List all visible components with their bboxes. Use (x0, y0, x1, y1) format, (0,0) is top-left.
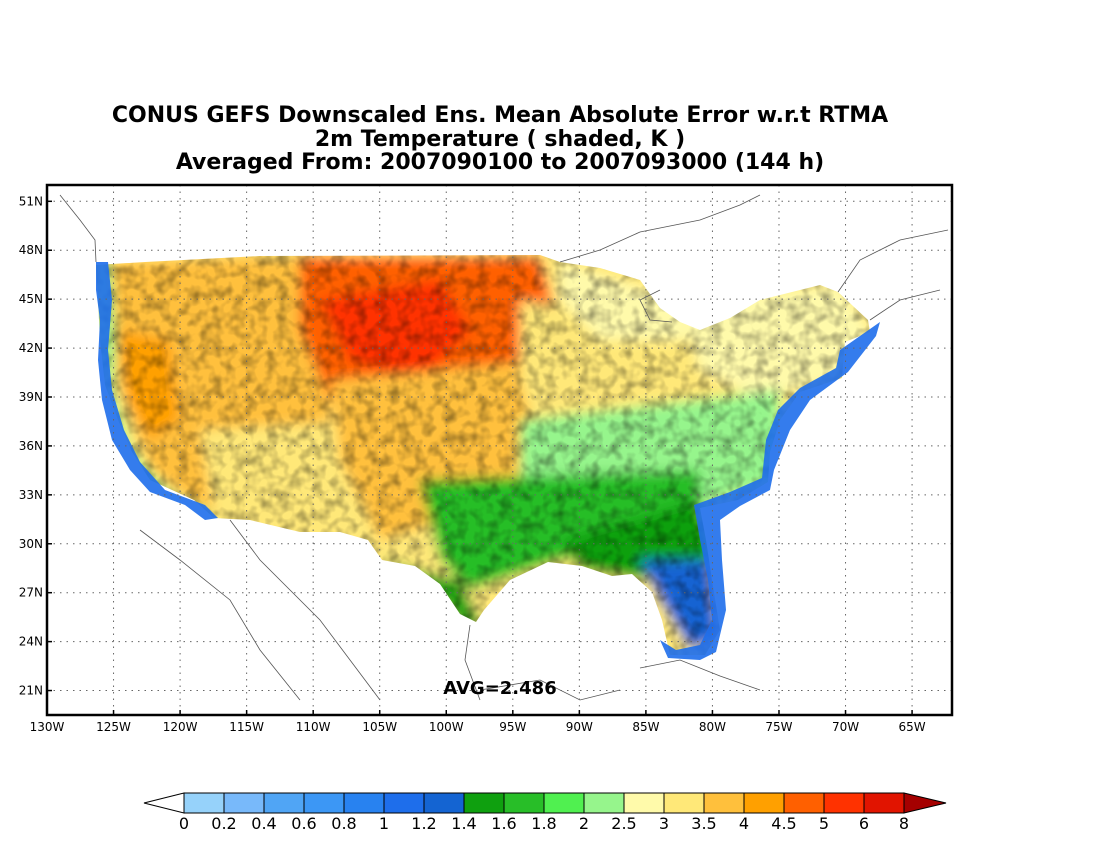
lat-tick-label: 21N (19, 684, 43, 698)
colorbar-box (503, 792, 545, 814)
lon-tick-label: 65W (899, 720, 926, 734)
lon-tick-label: 95W (499, 720, 526, 734)
colorbar-label: 0.6 (291, 814, 316, 833)
colorbar-label: 1.6 (491, 814, 516, 833)
lat-tick-label: 24N (19, 635, 43, 649)
graticule (47, 185, 952, 715)
colorbar-label: 1 (379, 814, 389, 833)
colorbar-over-arrow (903, 792, 947, 814)
colorbar-label: 0.2 (211, 814, 236, 833)
colorbar-box (703, 792, 745, 814)
colorbar-label: 0.4 (251, 814, 276, 833)
map-title-line2: 2m Temperature ( shaded, K ) (314, 127, 686, 152)
lon-tick-label: 70W (832, 720, 859, 734)
colorbar-box (783, 792, 825, 814)
lat-tick-label: 45N (19, 292, 43, 306)
lat-tick-label: 30N (19, 537, 43, 551)
colorbar-box (743, 792, 785, 814)
latitude-labels: 51N 48N 45N 42N 39N 36N 33N 30N 27N 24N 21N (19, 194, 52, 698)
colorbar-label: 2 (579, 814, 589, 833)
colorbar-label: 5 (819, 814, 829, 833)
colorbar-box (303, 792, 345, 814)
colorbar-box (423, 792, 465, 814)
lat-tick-label: 48N (19, 243, 43, 257)
colorbar-label: 2.5 (611, 814, 636, 833)
colorbar-label: 1.4 (451, 814, 476, 833)
lon-tick-label: 75W (765, 720, 792, 734)
lon-tick-label: 120W (163, 720, 198, 734)
colorbar-box (263, 792, 305, 814)
lon-tick-label: 125W (96, 720, 131, 734)
colorbar-label: 0.8 (331, 814, 356, 833)
lon-tick-label: 85W (632, 720, 659, 734)
colorbar-under-arrow (143, 792, 185, 814)
lat-tick-label: 27N (19, 586, 43, 600)
conus-shading (96, 255, 870, 655)
longitude-labels: 130W 125W 120W 115W 110W 105W 100W 95W 90W 85W 80W… (30, 710, 926, 734)
map-frame (45, 183, 954, 717)
lon-tick-label: 130W (30, 720, 65, 734)
lon-tick-label: 115W (229, 720, 264, 734)
colorbar-box (543, 792, 585, 814)
colorbar-label: 1.8 (531, 814, 556, 833)
lat-tick-label: 51N (19, 194, 43, 208)
map-title-line1: CONUS GEFS Downscaled Ens. Mean Absolute… (111, 103, 889, 128)
colorbar-label: 6 (859, 814, 869, 833)
shaded-field (96, 255, 880, 660)
colorbar-box (623, 792, 665, 814)
colorbar-box (823, 792, 865, 814)
colorbar-box (383, 792, 425, 814)
lon-tick-label: 110W (296, 720, 331, 734)
colorbar: 0 0.2 0.4 0.6 0.8 1 1.2 1.4 1.6 1.8 2 2.5 3 3.5 4 4.5 5 6… (143, 792, 947, 833)
lon-tick-label: 90W (566, 720, 593, 734)
colorbar-label: 4.5 (771, 814, 796, 833)
colorbar-label: 4 (739, 814, 749, 833)
lat-tick-label: 36N (19, 439, 43, 453)
colorbar-box (463, 792, 505, 814)
colorbar-box (583, 792, 625, 814)
map-title-line3: Averaged From: 2007090100 to 2007093000 … (175, 150, 825, 175)
colorbar-label: 8 (899, 814, 909, 833)
lon-tick-label: 105W (362, 720, 397, 734)
colorbar-label: 3 (659, 814, 669, 833)
colorbar-box (663, 792, 705, 814)
colorbar-box (183, 792, 225, 814)
lat-tick-label: 33N (19, 488, 43, 502)
noise-texture (96, 255, 870, 655)
average-value-label: AVG=2.486 (443, 678, 556, 699)
lon-tick-label: 100W (429, 720, 464, 734)
colorbar-box (223, 792, 265, 814)
colorbar-box (343, 792, 385, 814)
coastlines (59, 194, 949, 701)
colorbar-label: 3.5 (691, 814, 716, 833)
lat-tick-label: 39N (19, 390, 43, 404)
colorbar-label: 0 (179, 814, 189, 833)
lat-tick-label: 42N (19, 341, 43, 355)
lon-tick-label: 80W (699, 720, 726, 734)
pacific-coastal-band (96, 262, 218, 520)
atlantic-coastal-band (660, 322, 880, 660)
colorbar-box (863, 792, 905, 814)
colorbar-label: 1.2 (411, 814, 436, 833)
